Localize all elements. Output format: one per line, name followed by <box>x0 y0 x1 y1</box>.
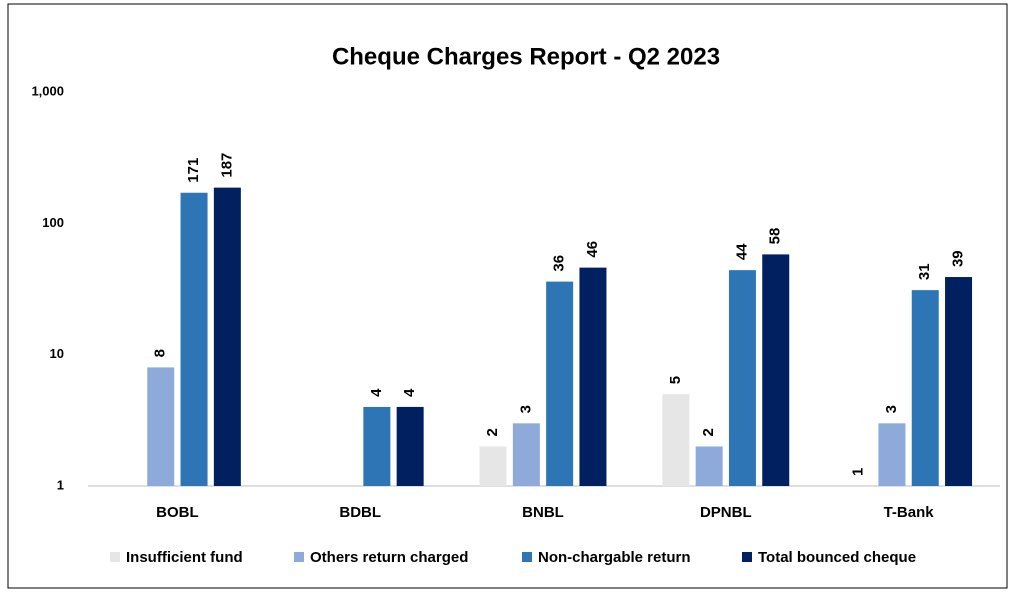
data-label: 171 <box>185 158 202 183</box>
y-tick-label: 100 <box>42 215 64 230</box>
legend-label: Total bounced cheque <box>758 549 916 566</box>
legend-swatch <box>110 552 120 562</box>
legend-swatch <box>294 552 304 562</box>
bar <box>479 446 507 486</box>
bar <box>147 367 175 486</box>
data-label: 46 <box>584 241 601 258</box>
bar <box>213 187 241 486</box>
data-label: 2 <box>700 428 717 436</box>
bar <box>695 446 723 486</box>
bar <box>911 290 939 486</box>
bar <box>546 281 574 486</box>
legend-label: Insufficient fund <box>126 549 243 566</box>
bar <box>878 423 906 486</box>
legend-swatch <box>742 552 752 562</box>
data-label: 44 <box>733 243 750 260</box>
bar <box>579 267 607 486</box>
x-tick-label: BNBL <box>522 504 564 521</box>
bar <box>662 394 690 486</box>
bar <box>363 406 391 486</box>
legend-label: Non-chargable return <box>538 549 691 566</box>
x-tick-label: BOBL <box>156 504 199 521</box>
legend-label: Others return charged <box>310 549 468 566</box>
data-label: 3 <box>517 405 534 413</box>
bar <box>762 254 790 486</box>
data-label: 3 <box>883 405 900 413</box>
bar <box>945 277 973 486</box>
data-label: 187 <box>218 153 235 178</box>
data-label: 1 <box>850 468 867 476</box>
data-label: 39 <box>950 250 967 267</box>
legend-swatch <box>522 552 532 562</box>
y-tick-label: 10 <box>50 346 64 361</box>
x-tick-label: BDBL <box>339 504 381 521</box>
bar <box>512 423 540 486</box>
data-label: 36 <box>551 255 568 272</box>
data-label: 31 <box>916 263 933 280</box>
data-label: 4 <box>368 388 385 397</box>
data-label: 4 <box>401 388 418 397</box>
x-tick-label: DPNBL <box>700 504 752 521</box>
y-tick-label: 1,000 <box>31 83 64 98</box>
bar <box>728 270 756 486</box>
bar <box>180 192 208 486</box>
data-label: 5 <box>667 376 684 384</box>
x-tick-label: T-Bank <box>884 504 935 521</box>
chart-frame <box>7 3 1008 589</box>
y-tick-label: 1 <box>57 477 64 492</box>
chart-title: Cheque Charges Report - Q2 2023 <box>332 43 720 70</box>
data-label: 2 <box>484 428 501 436</box>
data-label: 8 <box>152 349 169 357</box>
bar <box>396 406 424 486</box>
data-label: 58 <box>767 228 784 245</box>
